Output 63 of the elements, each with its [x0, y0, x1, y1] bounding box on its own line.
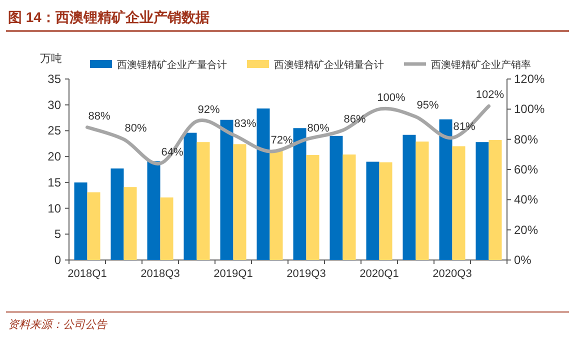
- y-tick-label: 10: [48, 201, 62, 216]
- data-label: 72%: [270, 134, 293, 146]
- bar: [124, 187, 137, 260]
- y-tick-label: 20: [48, 150, 62, 164]
- data-label: 80%: [124, 122, 147, 134]
- y-tick-label: 35: [48, 72, 62, 86]
- bar: [379, 162, 392, 260]
- bar: [488, 140, 502, 260]
- bar: [196, 142, 210, 260]
- legend-label: 西澳锂精矿企业产量合计: [117, 59, 227, 71]
- text: 资料来源：公司公告: [8, 318, 108, 331]
- bar: [476, 142, 489, 260]
- y-tick-label: 30: [48, 98, 62, 112]
- bar: [452, 146, 466, 260]
- bar: [220, 120, 234, 260]
- bar: [160, 197, 174, 260]
- x-tick-label: 2019Q3: [286, 268, 326, 280]
- bar: [87, 192, 100, 260]
- x-tick-label: 2020Q1: [360, 268, 399, 280]
- bar: [74, 182, 88, 260]
- y2-tick-label: 0%: [514, 253, 532, 267]
- data-label: 83%: [234, 118, 256, 130]
- x-tick-label: 2018Q1: [68, 268, 107, 280]
- bar: [110, 168, 124, 260]
- y2-tick-label: 80%: [514, 132, 538, 146]
- data-label: 64%: [161, 146, 184, 158]
- data-label: 86%: [344, 113, 366, 126]
- bar: [233, 144, 246, 260]
- data-label: 95%: [416, 100, 439, 112]
- bar: [439, 119, 452, 260]
- y-tick-label: 5: [54, 227, 62, 242]
- legend-label: 西澳锂精矿企业销量合计: [274, 59, 384, 71]
- legend-label: 西澳锂精矿企业产销率: [431, 59, 531, 71]
- y-tick-label: 25: [48, 124, 62, 138]
- data-label: 81%: [453, 120, 476, 133]
- y2-tick-label: 120%: [514, 72, 546, 86]
- bar: [270, 150, 283, 260]
- bar: [256, 108, 270, 260]
- data-label: 88%: [88, 110, 110, 122]
- x-tick-label: 2020Q3: [432, 268, 472, 280]
- x-tick-label: 2019Q1: [214, 268, 253, 280]
- chart-title: 图 14：西澳锂精矿企业产销数据: [8, 9, 210, 25]
- y2-tick-label: 40%: [514, 192, 538, 207]
- y2-tick-label: 20%: [514, 222, 538, 237]
- bar: [306, 155, 320, 260]
- bar: [293, 128, 306, 260]
- x-tick-label: 2018Q3: [140, 268, 180, 280]
- y-tick-label: 0: [54, 253, 62, 267]
- y-tick-label: 15: [48, 175, 62, 190]
- bar: [147, 161, 160, 260]
- bar: [330, 136, 343, 260]
- bar: [366, 162, 380, 260]
- data-label: 100%: [377, 92, 406, 104]
- y2-tick-label: 100%: [514, 102, 546, 116]
- data-label: 102%: [476, 89, 504, 102]
- y2-tick-label: 60%: [514, 162, 538, 176]
- data-label: 80%: [307, 122, 330, 134]
- bar: [402, 134, 416, 260]
- bar: [416, 142, 429, 260]
- y-axis-title: 万吨: [40, 52, 62, 65]
- bar: [184, 132, 197, 260]
- data-label: 92%: [198, 104, 220, 116]
- bar: [342, 154, 356, 260]
